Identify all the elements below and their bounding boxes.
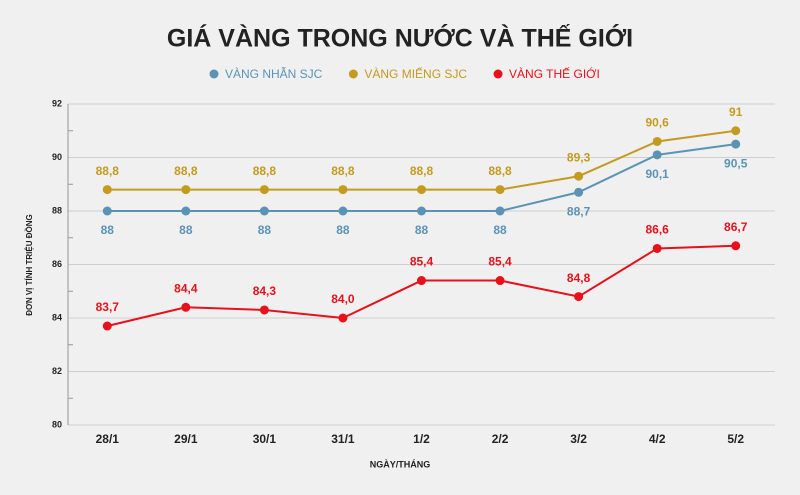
data-point (181, 302, 191, 312)
chart-title: GIÁ VÀNG TRONG NƯỚC VÀ THẾ GIỚI (167, 23, 633, 53)
x-tick-label: 29/1 (174, 432, 198, 446)
y-tick-label: 90 (52, 152, 62, 162)
data-point (495, 185, 505, 195)
data-label: 84,8 (567, 271, 591, 285)
x-tick-label: 28/1 (96, 432, 120, 446)
data-label: 90,5 (724, 156, 748, 170)
y-tick-label: 84 (52, 312, 62, 322)
y-tick-label: 82 (52, 366, 62, 376)
data-label: 85,4 (488, 255, 512, 269)
data-label: 90,6 (645, 116, 669, 130)
data-label: 88,7 (567, 204, 591, 218)
data-label: 88,8 (410, 164, 434, 178)
data-point (417, 206, 426, 216)
data-point (574, 292, 584, 302)
data-label: 88 (101, 223, 115, 237)
y-tick-label: 86 (52, 259, 62, 269)
x-tick-label: 1/2 (413, 432, 430, 446)
data-point (574, 187, 584, 197)
legend-label: VÀNG NHẪN SJC (225, 66, 323, 81)
data-point (181, 185, 191, 195)
data-label: 88,8 (96, 164, 120, 178)
data-point (574, 171, 584, 181)
data-point (338, 206, 348, 216)
data-label: 88,8 (488, 164, 512, 178)
x-tick-label: 2/2 (492, 432, 509, 446)
data-point (338, 313, 348, 323)
legend-marker (493, 69, 503, 79)
series-line (107, 129, 736, 191)
y-tick-label: 80 (52, 419, 62, 429)
data-label: 85,4 (410, 255, 434, 269)
data-point (652, 243, 662, 253)
legend-marker (209, 69, 219, 79)
x-tick-label: 31/1 (331, 432, 355, 446)
data-point (259, 185, 269, 195)
data-label: 88 (179, 223, 193, 237)
data-label: 86,7 (724, 220, 748, 234)
x-axis-label: NGÀY/THÁNG (370, 459, 431, 469)
data-point (417, 185, 426, 195)
data-point (495, 276, 505, 286)
legend-marker (348, 69, 358, 79)
data-point (102, 206, 112, 216)
data-point (417, 276, 426, 286)
data-label: 91 (729, 105, 743, 119)
data-point (259, 305, 269, 315)
legend-label: VÀNG MIẾNG SJC (364, 66, 467, 81)
data-label: 86,6 (645, 223, 669, 237)
data-point (102, 185, 112, 195)
data-label: 90,1 (645, 167, 669, 181)
data-label: 84,4 (174, 281, 198, 295)
data-point (259, 206, 269, 216)
data-label: 88,8 (331, 164, 355, 178)
y-tick-label: 92 (52, 98, 62, 108)
y-axis-label: ĐƠN VỊ TÍNH TRIỆU ĐỒNG (24, 214, 34, 316)
data-point (102, 321, 112, 331)
data-point (731, 126, 741, 136)
data-label: 88 (258, 223, 272, 237)
data-point (652, 136, 662, 146)
x-tick-label: 30/1 (253, 432, 277, 446)
data-point (731, 139, 741, 149)
legend-label: VÀNG THẾ GIỚI (509, 66, 600, 81)
x-tick-label: 3/2 (570, 432, 587, 446)
data-point (181, 206, 191, 216)
data-point (652, 150, 662, 160)
data-label: 88 (336, 223, 350, 237)
data-label: 88 (415, 223, 429, 237)
data-point (338, 185, 348, 195)
y-tick-label: 88 (52, 205, 62, 215)
x-tick-label: 4/2 (649, 432, 666, 446)
data-label: 83,7 (96, 300, 120, 314)
data-label: 88,8 (174, 164, 198, 178)
x-tick-label: 5/2 (727, 432, 744, 446)
data-point (495, 206, 505, 216)
data-label: 88 (493, 223, 507, 237)
data-label: 88,8 (253, 164, 277, 178)
data-point (731, 241, 741, 251)
data-label: 84,0 (331, 292, 355, 306)
data-label: 89,3 (567, 150, 591, 164)
data-label: 84,3 (253, 284, 277, 298)
